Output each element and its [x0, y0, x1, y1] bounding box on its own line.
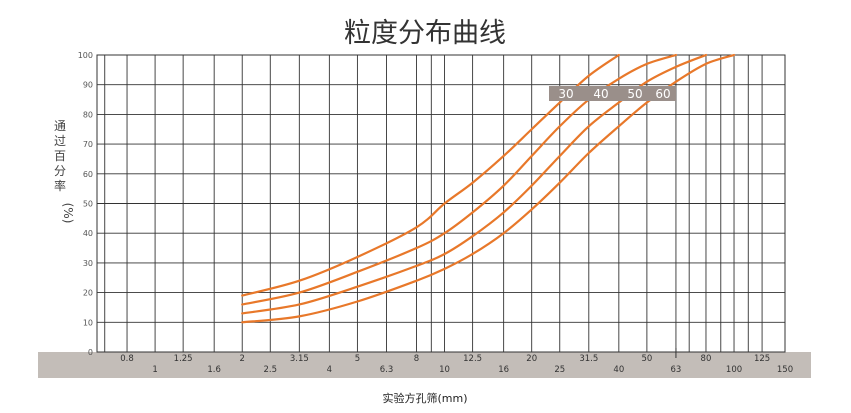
grading-curve-40: [241, 53, 678, 306]
x-tick-label: 20: [526, 354, 537, 364]
x-tick-label: 100: [726, 365, 742, 375]
y-tick-label: 10: [83, 318, 93, 327]
x-tick-label: 50: [641, 354, 652, 364]
x-tick-label: 2: [240, 354, 245, 364]
x-tick-label: 2.5: [264, 365, 278, 375]
curve-label-box: [549, 86, 676, 101]
x-tick-label: 3.15: [290, 354, 309, 364]
x-tick-label: 6.3: [380, 365, 394, 375]
y-axis-label-char-5: 率: [54, 178, 66, 193]
x-tick-label: 150: [777, 365, 793, 375]
x-tick-label: 63: [671, 365, 682, 375]
x-tick-label: 5: [355, 354, 360, 364]
x-tick-label: 1: [152, 365, 157, 375]
y-axis-label: 通 过 百 分 率 (%): [54, 119, 75, 223]
y-tick-label: 40: [83, 229, 93, 238]
curve-label-50: 50: [627, 87, 642, 101]
y-axis-label-char-1: 通: [54, 119, 66, 133]
grading-curve-50: [241, 53, 708, 315]
y-tick-label: 90: [83, 81, 93, 90]
chart-title: 粒度分布曲线: [344, 18, 506, 49]
x-tick-label: 16: [498, 365, 509, 375]
x-tick-label: 40: [613, 365, 624, 375]
y-axis-label-char-2: 过: [54, 134, 66, 148]
plot-frame: [96, 54, 786, 353]
y-tick-label: 50: [83, 200, 93, 209]
y-tick-label: 30: [83, 259, 93, 268]
curve-label-40: 40: [593, 87, 608, 101]
curve-label-30: 30: [558, 87, 573, 101]
y-tick-label: 0: [88, 348, 93, 357]
x-tick-label: 0.8: [120, 354, 134, 364]
y-tick-label: 80: [83, 110, 93, 119]
grid-horizontal: [97, 54, 785, 353]
y-tick-label: 70: [83, 140, 93, 149]
x-tick-label: 80: [701, 354, 712, 364]
x-tick-label: 4: [327, 365, 332, 375]
x-tick-label: 8: [414, 354, 419, 364]
x-tick-label: 12.5: [463, 354, 482, 364]
x-tick-label: 10: [439, 365, 450, 375]
curve-labels: 30 40 50 60: [549, 86, 676, 101]
y-axis-label-char-4: 分: [54, 164, 66, 178]
x-tick-labels: 0.8 1 1.25 1.6 2 2.5 3.15 4 5 6.3 8 10 12.5 16 20 25 31.…: [120, 348, 793, 375]
y-axis-label-unit: (%): [61, 203, 75, 224]
x-axis-band: [38, 352, 811, 378]
grid-vertical: [104, 55, 786, 352]
y-tick-label: 60: [83, 170, 93, 179]
y-tick-label: 20: [83, 289, 93, 298]
y-tick-label: 100: [78, 51, 93, 60]
x-tick-label: 1.6: [207, 365, 221, 375]
curve-label-60: 60: [655, 87, 670, 101]
y-axis-label-char-3: 百: [54, 149, 66, 163]
x-axis-label: 实验方孔筛(mm): [382, 391, 467, 405]
x-tick-label: 125: [754, 354, 770, 364]
x-tick-label: 25: [554, 365, 565, 375]
x-tick-label: 1.25: [174, 354, 193, 364]
y-tick-labels: 0 10 20 30 40 50 60 70 80 90 100: [78, 51, 93, 357]
x-tick-label: 31.5: [579, 354, 598, 364]
